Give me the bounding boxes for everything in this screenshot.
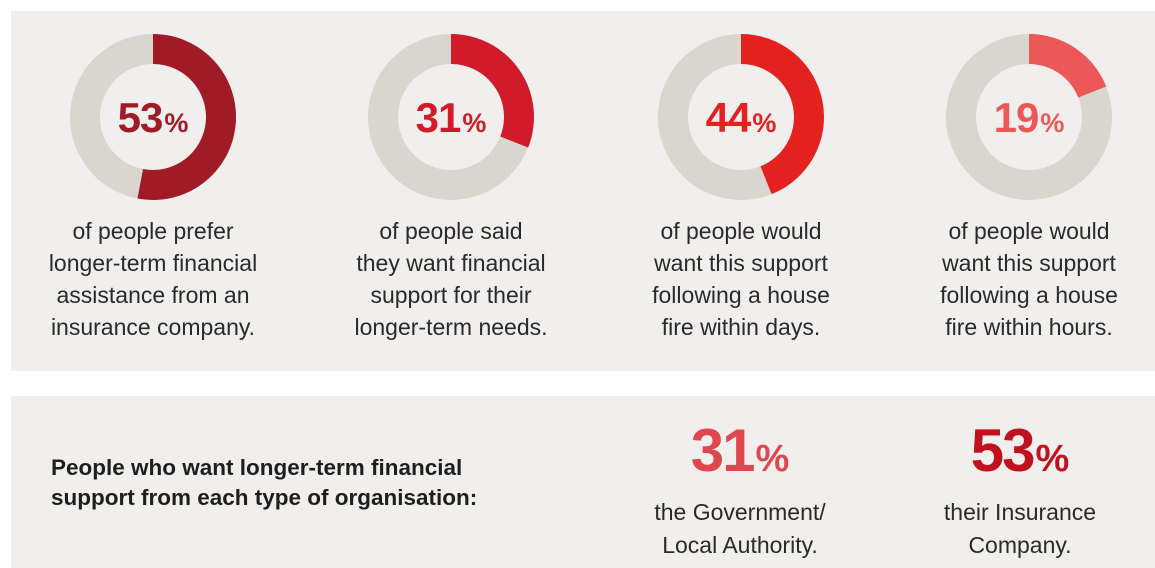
label-line: the Government/ (654, 499, 826, 525)
donut-stat-4: 19% of people would want this support fo… (909, 33, 1149, 343)
percent-sign: % (752, 108, 776, 138)
organisation-stats-panel: People who want longer-term financial su… (11, 396, 1155, 568)
caption-line: longer-term needs. (354, 314, 548, 340)
government-stat: 31% the Government/ Local Authority. (615, 418, 865, 562)
caption-line: of people would (948, 218, 1110, 244)
donut-stats-panel: 53% of people prefer longer-term financi… (11, 11, 1155, 371)
donut-stat-3: 44% of people would want this support fo… (621, 33, 861, 343)
caption-line: following a house (652, 282, 830, 308)
donut-chart-2: 31% (368, 34, 534, 200)
caption-line: insurance company. (50, 314, 256, 340)
caption-line: they want financial (356, 250, 546, 276)
donut-caption-2: of people said they want financial suppo… (331, 215, 571, 343)
donut-percentage-label: 19% (994, 94, 1065, 141)
heading-line: People who want longer-term financial (51, 455, 463, 480)
percent-sign: % (164, 108, 188, 138)
government-label: the Government/ Local Authority. (615, 496, 865, 562)
donut-number: 44 (706, 94, 752, 141)
donut-caption-4: of people would want this support follow… (909, 215, 1149, 343)
caption-line: fire within days. (661, 314, 821, 340)
donut-chart-3: 44% (658, 34, 824, 200)
caption-line: want this support (654, 250, 828, 276)
donut-percentage-label: 31% (416, 94, 487, 141)
label-line: Company. (968, 532, 1072, 558)
caption-line: longer-term financial (48, 250, 258, 276)
donut-segment (451, 34, 534, 148)
donut-segment (741, 34, 824, 195)
label-line: Local Authority. (662, 532, 818, 558)
donut-number: 19 (994, 94, 1039, 141)
caption-line: of people said (379, 218, 523, 244)
donut-caption-3: of people would want this support follow… (621, 215, 861, 343)
government-percentage: 31% (615, 418, 865, 492)
donut-chart-1: 53% (70, 34, 236, 200)
caption-line: support for their (370, 282, 532, 308)
insurance-percentage: 53% (895, 418, 1145, 492)
caption-line: of people prefer (72, 218, 234, 244)
caption-line: of people would (660, 218, 822, 244)
government-number: 31 (690, 417, 756, 484)
donut-chart-4: 19% (946, 34, 1112, 200)
organisation-heading: People who want longer-term financial su… (51, 453, 477, 513)
donut-segment (1029, 34, 1107, 98)
heading-line: support from each type of organisation: (51, 485, 478, 510)
donut-number: 31 (416, 94, 461, 141)
donut-number: 53 (118, 94, 163, 141)
caption-line: want this support (942, 250, 1116, 276)
percent-sign: % (1035, 438, 1070, 480)
insurance-stat: 53% their Insurance Company. (895, 418, 1145, 562)
insurance-number: 53 (970, 417, 1036, 484)
donut-percentage-label: 53% (118, 94, 189, 141)
percent-sign: % (755, 438, 790, 480)
donut-stat-2: 31% of people said they want financial s… (331, 33, 571, 343)
insurance-label: their Insurance Company. (895, 496, 1145, 562)
caption-line: fire within hours. (945, 314, 1113, 340)
percent-sign: % (1040, 108, 1064, 138)
donut-caption-1: of people prefer longer-term financial a… (33, 215, 273, 343)
label-line: their Insurance (943, 499, 1097, 525)
donut-segment (137, 34, 236, 200)
donut-percentage-label: 44% (706, 94, 777, 141)
caption-line: following a house (940, 282, 1118, 308)
percent-sign: % (462, 108, 486, 138)
donut-stat-1: 53% of people prefer longer-term financi… (33, 33, 273, 343)
caption-line: assistance from an (56, 282, 250, 308)
